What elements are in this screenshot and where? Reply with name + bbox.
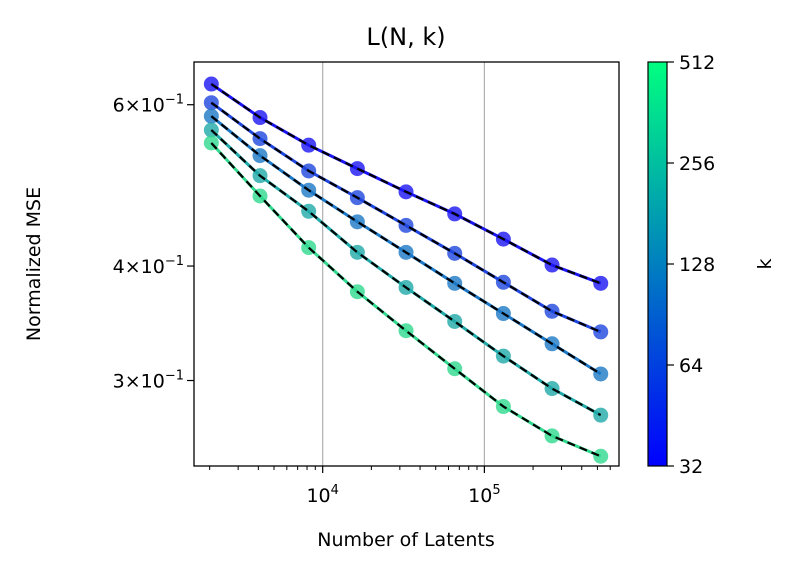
y-tick-label-0: 6×10−1 (113, 93, 184, 117)
series-line-k256 (210, 128, 602, 417)
y-axis-ticks: 6×10−1 4×10−1 3×10−1 (113, 93, 194, 393)
colorbar-ticks: 32 64 128 256 512 (667, 52, 715, 478)
data-point-k64-4 (398, 217, 414, 233)
fit-line-k256 (210, 129, 602, 417)
fit-line-k32 (210, 83, 602, 285)
data-point-k32-8 (593, 275, 609, 291)
grid-lines (322, 62, 485, 466)
data-point-k128-5 (447, 275, 463, 291)
colorbar-tick-label-4: 512 (679, 52, 715, 74)
x-tick-label-0: 104 (306, 483, 338, 507)
chart-title: L(N, k) (366, 23, 445, 51)
fit-line-k128 (210, 115, 602, 375)
y-axis-label: Normalized MSE (23, 187, 45, 341)
data-point-k32-7 (544, 257, 560, 273)
data-point-k256-8 (593, 407, 609, 423)
data-point-k128-3 (349, 214, 365, 230)
x-axis-ticks: 104 105 (209, 466, 611, 507)
colorbar-tick-label-0: 32 (679, 456, 703, 478)
data-point-k256-5 (447, 313, 463, 329)
x-tick-label-1: 105 (468, 483, 500, 507)
data-point-k32-2 (301, 137, 317, 153)
data-point-k512-8 (593, 448, 609, 464)
series-line-k64 (210, 101, 602, 334)
data-point-k64-1 (252, 131, 268, 147)
fit-line-k512 (210, 142, 602, 458)
data-point-k256-7 (544, 381, 560, 397)
y-tick-label-2: 3×10−1 (113, 369, 184, 393)
colorbar-tick-label-1: 64 (679, 355, 703, 377)
data-point-k128-8 (593, 366, 609, 382)
series-layer (203, 76, 609, 464)
colorbar-tick-label-2: 128 (679, 254, 715, 276)
fit-line-k64 (210, 101, 602, 333)
colorbar-tick-label-3: 256 (679, 153, 715, 175)
data-point-k64-7 (544, 303, 560, 319)
y-tick-label-1: 4×10−1 (113, 254, 184, 278)
x-axis-label: Number of Latents (317, 529, 494, 551)
colorbar (647, 61, 668, 467)
plot-area-frame (193, 61, 620, 467)
data-point-k512-7 (544, 428, 560, 444)
data-point-k64-8 (593, 324, 609, 340)
colorbar-label: k (754, 258, 776, 269)
